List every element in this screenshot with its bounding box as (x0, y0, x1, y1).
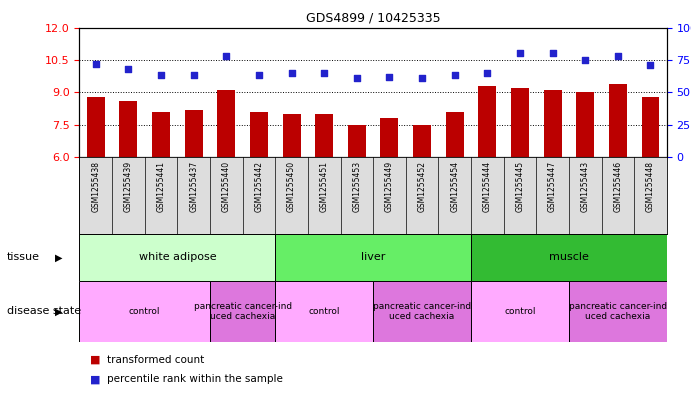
Point (645, 62, 656, 68)
Point (612, 53, 623, 59)
Bar (478, 86, 496, 157)
Text: GSM1255452: GSM1255452 (417, 161, 426, 212)
Text: pancreatic cancer-ind
uced cachexia: pancreatic cancer-ind uced cachexia (373, 302, 471, 321)
Bar (641, 97, 659, 157)
Text: disease state: disease state (7, 307, 81, 316)
Point (482, 70, 493, 76)
Text: ■: ■ (90, 374, 100, 384)
Bar (576, 92, 594, 157)
Bar (218, 90, 235, 157)
Text: GSM1255449: GSM1255449 (385, 161, 394, 212)
Text: control: control (504, 307, 536, 316)
Bar (87, 97, 105, 157)
Text: tissue: tissue (7, 252, 40, 263)
Bar (413, 125, 431, 157)
Text: GSM1255441: GSM1255441 (157, 161, 166, 212)
Text: GDS4899 / 10425335: GDS4899 / 10425335 (306, 12, 440, 25)
Point (384, 73, 395, 80)
Bar (275, 281, 373, 342)
Bar (210, 281, 275, 342)
Bar (184, 110, 202, 157)
Text: ▶: ▶ (55, 307, 62, 316)
Bar (446, 112, 464, 157)
Text: GSM1255445: GSM1255445 (515, 161, 524, 212)
Point (286, 70, 297, 76)
Bar (511, 88, 529, 157)
Bar (471, 234, 667, 281)
Bar (544, 90, 562, 157)
Bar (283, 114, 301, 157)
Text: control: control (308, 307, 340, 316)
Text: control: control (129, 307, 160, 316)
Point (449, 72, 460, 79)
Text: GSM1255443: GSM1255443 (580, 161, 589, 212)
Text: transformed count: transformed count (107, 354, 205, 365)
Text: GSM1255453: GSM1255453 (352, 161, 361, 212)
Text: GSM1255450: GSM1255450 (287, 161, 296, 212)
Point (155, 72, 167, 79)
Text: pancreatic cancer-ind
uced cachexia: pancreatic cancer-ind uced cachexia (193, 302, 292, 321)
Bar (79, 234, 275, 281)
Text: GSM1255438: GSM1255438 (91, 161, 100, 212)
Point (91, 61, 102, 67)
Point (319, 70, 330, 76)
Bar (315, 114, 333, 157)
Bar (471, 281, 569, 342)
Bar (609, 84, 627, 157)
Bar (250, 112, 268, 157)
Point (123, 66, 134, 72)
Point (254, 72, 265, 79)
Bar (569, 281, 667, 342)
Bar (381, 118, 399, 157)
Text: pancreatic cancer-ind
uced cachexia: pancreatic cancer-ind uced cachexia (569, 302, 667, 321)
Point (188, 72, 199, 79)
Text: GSM1255451: GSM1255451 (320, 161, 329, 212)
Text: GSM1255444: GSM1255444 (483, 161, 492, 212)
Point (417, 75, 428, 81)
Point (514, 50, 525, 57)
Text: liver: liver (361, 252, 386, 263)
Text: GSM1255454: GSM1255454 (451, 161, 460, 212)
Bar (152, 112, 170, 157)
Text: ■: ■ (90, 354, 100, 365)
Text: white adipose: white adipose (138, 252, 216, 263)
Bar (120, 101, 138, 157)
Bar (275, 234, 471, 281)
Text: GSM1255446: GSM1255446 (614, 161, 623, 212)
Bar (373, 281, 471, 342)
Text: ▶: ▶ (55, 252, 62, 263)
Text: GSM1255448: GSM1255448 (646, 161, 655, 212)
Text: percentile rank within the sample: percentile rank within the sample (107, 374, 283, 384)
Bar (79, 281, 210, 342)
Point (580, 57, 591, 63)
Text: GSM1255440: GSM1255440 (222, 161, 231, 212)
Bar (348, 125, 366, 157)
Text: muscle: muscle (549, 252, 589, 263)
Text: GSM1255447: GSM1255447 (548, 161, 557, 212)
Text: GSM1255437: GSM1255437 (189, 161, 198, 212)
Point (351, 75, 362, 81)
Text: GSM1255439: GSM1255439 (124, 161, 133, 212)
Point (547, 50, 558, 57)
Point (220, 53, 231, 59)
Text: GSM1255442: GSM1255442 (254, 161, 263, 212)
